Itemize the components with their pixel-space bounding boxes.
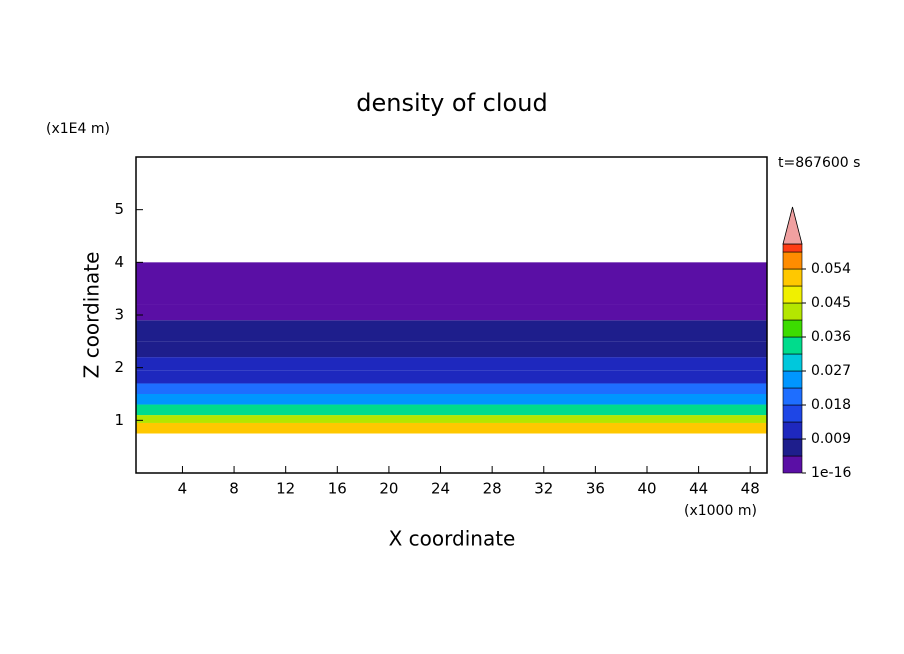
colorbar-box — [782, 251, 803, 270]
contour-band — [136, 357, 767, 371]
contour-band — [136, 404, 767, 416]
contour-band — [136, 422, 767, 434]
chart-title: density of cloud — [356, 89, 547, 117]
contour-band — [136, 304, 767, 321]
contour-band — [136, 370, 767, 384]
x-tick-label: 20 — [379, 480, 398, 498]
colorbar-extend — [782, 206, 803, 245]
colorbar-label: 0.018 — [811, 397, 851, 413]
colorbar-box — [782, 302, 803, 321]
colorbar-box — [782, 285, 803, 304]
colorbar-label: 0.054 — [811, 261, 851, 277]
x-tick-label: 12 — [276, 480, 295, 498]
contour-band — [136, 320, 767, 342]
y-axis-label: Z coordinate — [80, 252, 104, 379]
x-tick-label: 8 — [229, 480, 239, 498]
colorbar-box — [782, 455, 803, 474]
y-tick-label: 3 — [114, 306, 124, 324]
x-tick-label: 16 — [328, 480, 347, 498]
colorbar-label: 0.027 — [811, 363, 851, 379]
x-tick-label: 28 — [483, 480, 502, 498]
x-tick-label: 36 — [586, 480, 605, 498]
y-tick-label: 1 — [114, 411, 124, 429]
colorbar-box — [782, 336, 803, 355]
colorbar-box — [782, 243, 803, 253]
y-tick-label: 4 — [114, 253, 124, 271]
contour-band — [136, 262, 767, 305]
y-tick-label: 5 — [114, 200, 124, 218]
colorbar-box — [782, 370, 803, 389]
colorbar-box — [782, 438, 803, 457]
time-label: t=867600 s — [778, 155, 860, 171]
colorbar-box — [782, 268, 803, 287]
colorbar-box — [782, 421, 803, 440]
y-unit: (x1E4 m) — [46, 121, 110, 137]
x-tick-label: 24 — [431, 480, 450, 498]
contour-band — [136, 341, 767, 358]
x-tick-label: 48 — [741, 480, 760, 498]
x-tick-label: 40 — [637, 480, 656, 498]
colorbar-label: 1e-16 — [811, 465, 851, 481]
colorbar-box — [782, 319, 803, 338]
contour-band — [136, 415, 767, 423]
contour-band — [136, 394, 767, 405]
contour-band — [136, 383, 767, 394]
colorbar-box — [782, 353, 803, 372]
x-tick-label: 44 — [689, 480, 708, 498]
colorbar-label: 0.009 — [811, 431, 851, 447]
x-unit: (x1000 m) — [684, 503, 757, 519]
colorbar-label: 0.045 — [811, 295, 851, 311]
colorbar-label: 0.036 — [811, 329, 851, 345]
colorbar-box — [782, 387, 803, 406]
x-tick-label: 32 — [534, 480, 553, 498]
y-tick-label: 2 — [114, 358, 124, 376]
colorbar-box — [782, 404, 803, 423]
x-axis-label: X coordinate — [389, 527, 516, 551]
x-tick-label: 4 — [178, 480, 188, 498]
